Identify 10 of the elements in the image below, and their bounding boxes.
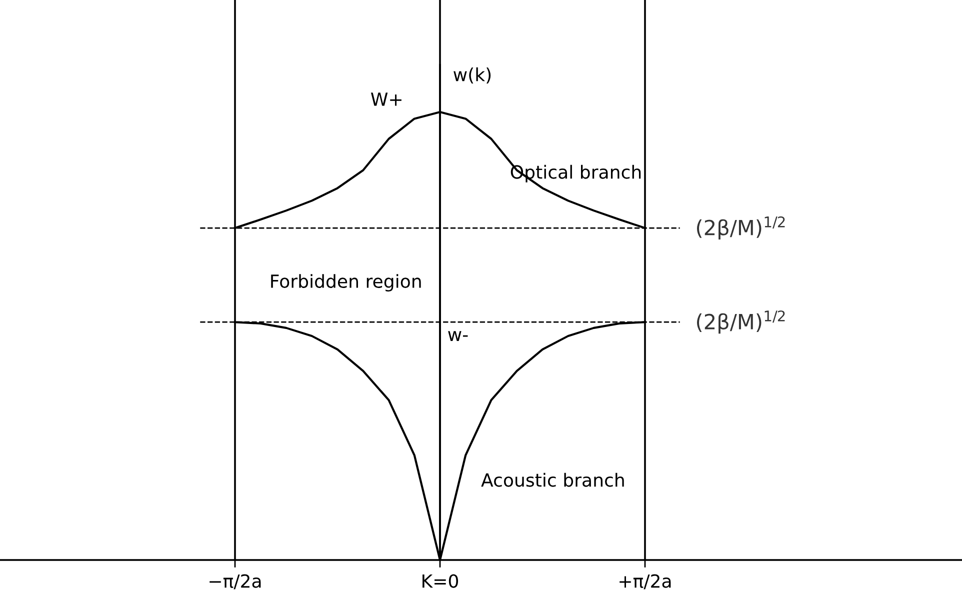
ref-line-label: (2β/M)$^{1/2}$ (697, 310, 785, 334)
ref-line-label: (2β/M)$^{1/2}$ (697, 216, 785, 240)
text: W+ (370, 92, 402, 106)
x-tick-label: +π/2a (620, 574, 671, 590)
x-tick-label: K=0 (422, 574, 458, 588)
x-tick-label: −π/2a (210, 574, 261, 590)
annotation: Forbidden region (271, 274, 421, 292)
annotation: Acoustic branch (481, 472, 624, 487)
y-axis-title: w(k) (454, 67, 491, 84)
annotation: w- (448, 331, 468, 341)
